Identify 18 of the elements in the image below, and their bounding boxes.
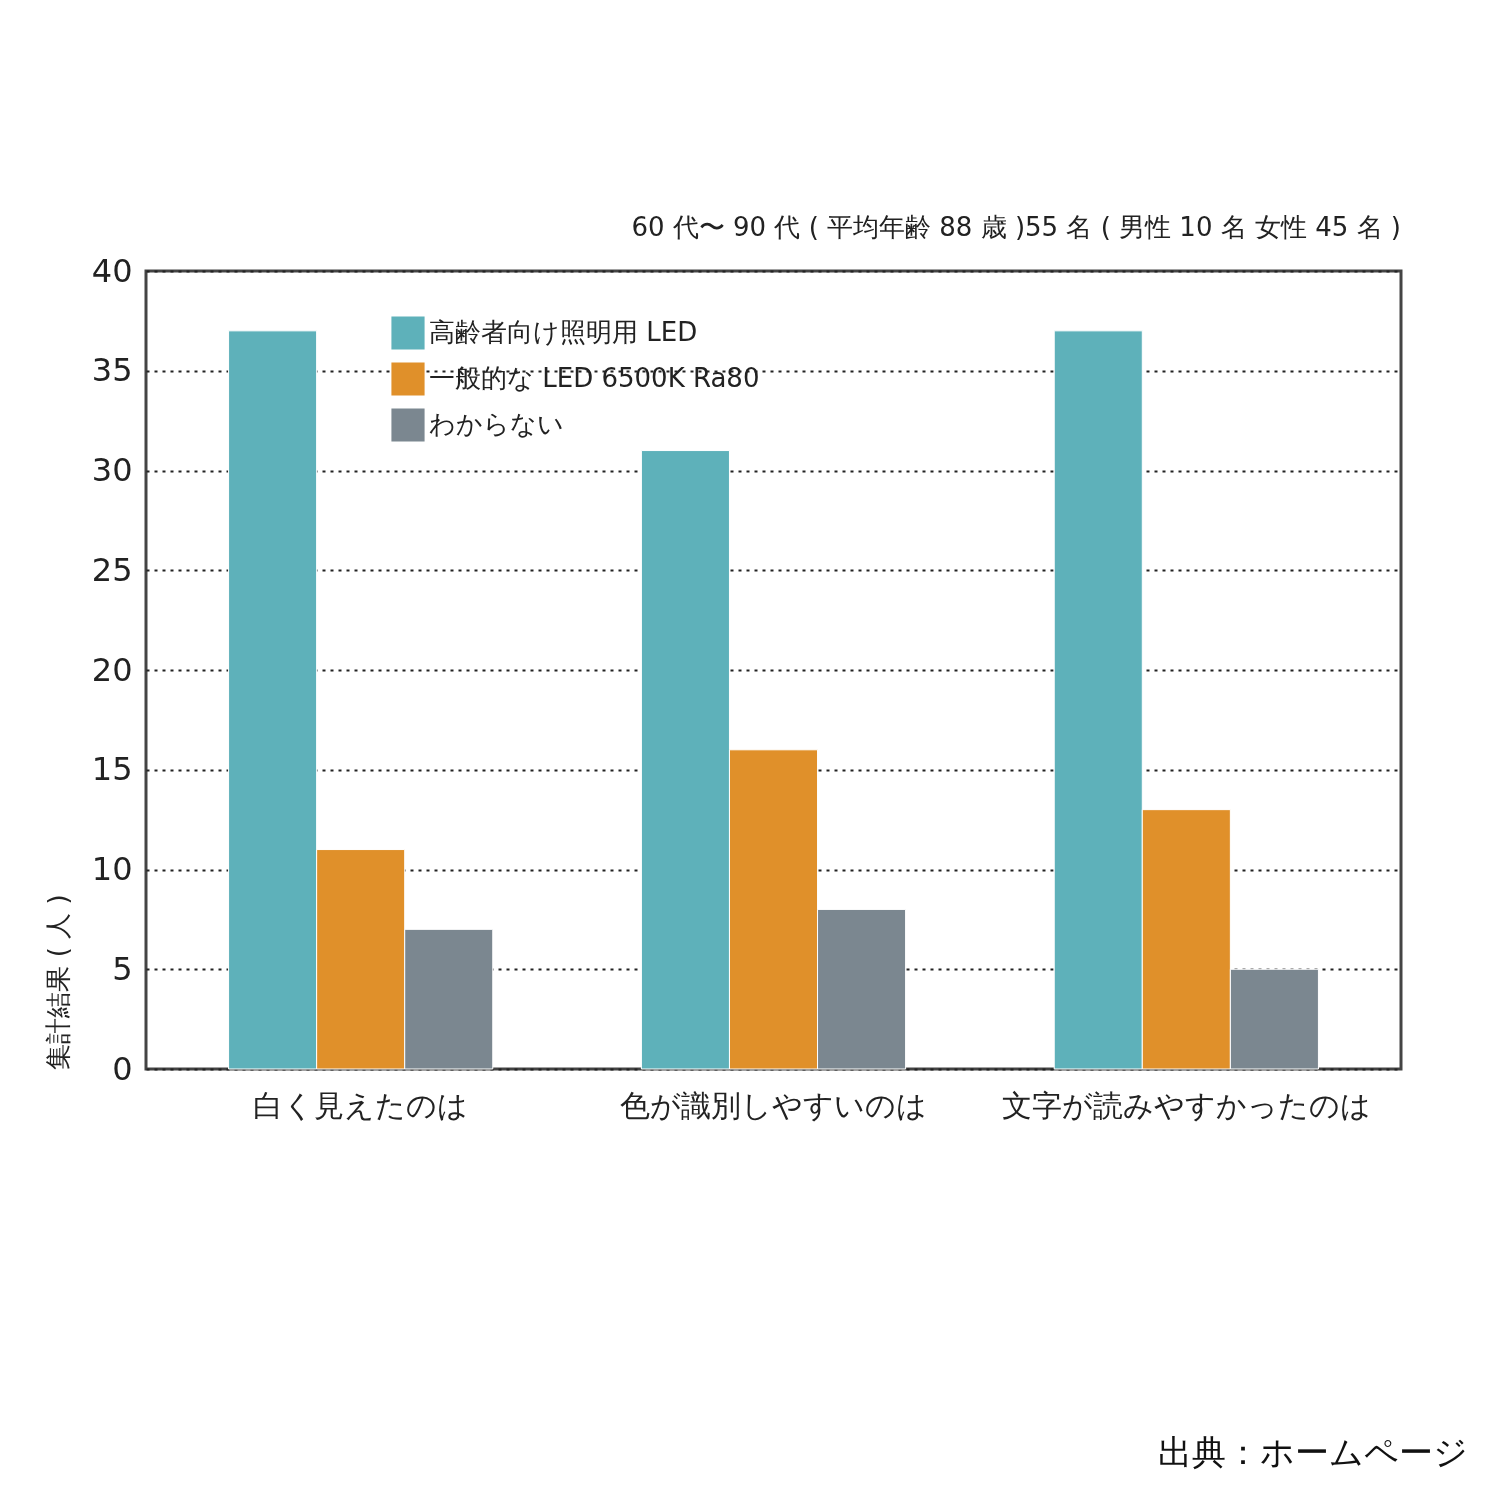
x-tick-label: 色が識別しやすいのは: [620, 1087, 927, 1123]
x-tick-label: 文字が読みやすかったのは: [1001, 1087, 1371, 1123]
y-tick-label: 40: [91, 251, 133, 290]
y-tick-label: 5: [112, 949, 133, 988]
legend-label: 高齢者向け照明用 LED: [429, 317, 698, 347]
y-tick-label: 35: [91, 351, 133, 390]
chart-title: 60 代〜 90 代 ( 平均年齢 88 歳 )55 名 ( 男性 10 名 女性 45 名 ): [631, 212, 1401, 242]
legend-label: わからない: [429, 409, 564, 439]
y-tick-label: 15: [91, 750, 133, 789]
y-axis-title: 集計結果 ( 人 ): [42, 894, 73, 1070]
legend-label: 一般的な LED 6500K Ra80: [429, 363, 760, 393]
y-tick-label: 25: [91, 550, 133, 589]
y-tick-label: 0: [112, 1049, 133, 1088]
x-tick-label: 白く見えたのは: [253, 1087, 469, 1123]
y-tick-label: 30: [91, 451, 133, 489]
y-tick-label: 20: [91, 650, 133, 689]
source-note: 出典：ホームページ: [1158, 1431, 1468, 1474]
y-tick-label: 10: [91, 850, 133, 888]
